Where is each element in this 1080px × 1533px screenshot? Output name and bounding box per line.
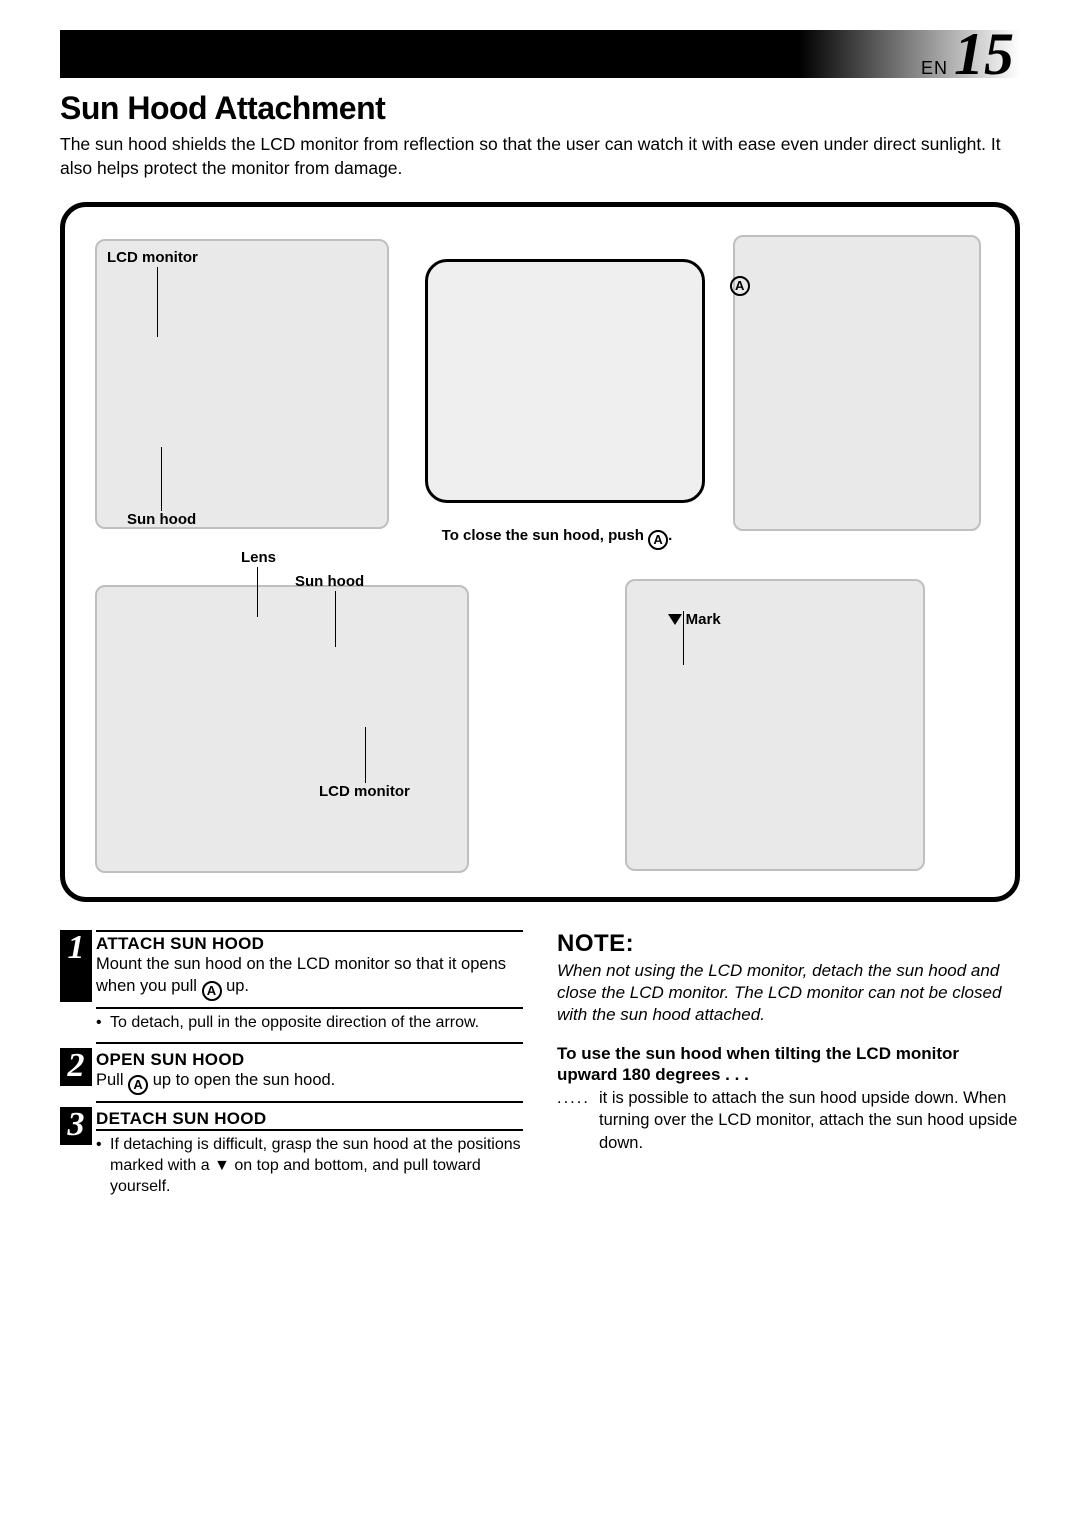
page-number: 15 <box>954 24 1014 84</box>
close-caption-pre: To close the sun hood, push <box>442 527 648 544</box>
step-block: 2 OPEN SUN HOOD Pull A up to open the su… <box>60 1048 523 1103</box>
bullet-dot: • <box>96 1135 110 1197</box>
step-number-badge: 1 <box>60 930 92 1002</box>
steps-column: 1 ATTACH SUN HOOD Mount the sun hood on … <box>60 930 523 1210</box>
illustration-top-middle <box>425 259 705 503</box>
label-lcd-monitor-top: LCD monitor <box>107 249 198 267</box>
step-block: 1 ATTACH SUN HOOD Mount the sun hood on … <box>60 930 523 1044</box>
step-body-post: up. <box>222 977 250 995</box>
circled-a-icon: A <box>648 530 668 550</box>
step-number-badge: 2 <box>60 1048 92 1086</box>
circled-a-icon: A <box>128 1075 148 1095</box>
section-title: Sun Hood Attachment <box>60 90 1020 127</box>
close-caption-post: . <box>668 527 672 544</box>
label-mark-text: Mark <box>686 611 721 628</box>
bullet-row: • If detaching is difficult, grasp the s… <box>96 1135 523 1197</box>
instruction-columns: 1 ATTACH SUN HOOD Mount the sun hood on … <box>60 930 1020 1210</box>
bullet-text: If detaching is difficult, grasp the sun… <box>110 1135 523 1197</box>
label-close-caption: To close the sun hood, push A. <box>425 509 672 568</box>
step-block: 3 DETACH SUN HOOD • If detaching is diff… <box>60 1107 523 1205</box>
label-lens: Lens <box>241 549 276 567</box>
triangle-down-icon <box>668 614 682 625</box>
step-body-post: up to open the sun hood. <box>148 1071 335 1089</box>
step-body: Pull A up to open the sun hood. <box>96 1070 523 1103</box>
note-column: NOTE: When not using the LCD monitor, de… <box>557 930 1020 1210</box>
leader-line <box>161 447 162 511</box>
leader-line <box>157 267 158 337</box>
note-dotted-body: it is possible to attach the sun hood up… <box>599 1087 1020 1154</box>
figure-box: A LCD monitor Sun hood To close the sun … <box>60 202 1020 902</box>
label-sun-hood-left: Sun hood <box>127 511 196 529</box>
leader-line <box>257 567 258 617</box>
bullet-text: To detach, pull in the opposite directio… <box>110 1013 479 1034</box>
note-dotted-row: ..... it is possible to attach the sun h… <box>557 1087 1020 1154</box>
step-number-badge: 3 <box>60 1107 92 1145</box>
circled-a-icon: A <box>730 276 750 296</box>
illustration-bottom-left <box>95 585 469 873</box>
circled-a-icon: A <box>202 981 222 1001</box>
step-body-pre: Pull <box>96 1071 128 1089</box>
step-body-pre: Mount the sun hood on the LCD monitor so… <box>96 955 506 994</box>
note-italic-body: When not using the LCD monitor, detach t… <box>557 960 1020 1026</box>
page-number-group: EN 15 <box>921 24 1014 84</box>
header-bar: EN 15 <box>60 30 1020 78</box>
page-language-code: EN <box>921 58 948 79</box>
bullet-dot: • <box>96 1013 110 1034</box>
step-body: Mount the sun hood on the LCD monitor so… <box>96 954 523 1009</box>
circled-a-marker: A <box>713 255 750 314</box>
illustration-top-left <box>95 239 389 529</box>
leading-dots: ..... <box>557 1087 599 1154</box>
illustration-top-right <box>733 235 981 531</box>
label-lcd-monitor-bottom: LCD monitor <box>319 783 410 801</box>
leader-line <box>335 591 336 647</box>
step-bullets: • To detach, pull in the opposite direct… <box>96 1009 523 1044</box>
intro-text: The sun hood shields the LCD monitor fro… <box>60 133 1020 180</box>
step-title: OPEN SUN HOOD <box>96 1048 523 1070</box>
label-sun-hood-right: Sun hood <box>295 573 364 591</box>
label-mark: Mark <box>651 593 721 647</box>
leader-line <box>365 727 366 783</box>
note-heading: NOTE: <box>557 930 1020 958</box>
step-bullets: • If detaching is difficult, grasp the s… <box>96 1129 523 1205</box>
bullet-row: • To detach, pull in the opposite direct… <box>96 1013 523 1034</box>
leader-line <box>683 611 684 665</box>
note-subheading: To use the sun hood when tilting the LCD… <box>557 1043 1020 1086</box>
step-title: DETACH SUN HOOD <box>96 1107 523 1129</box>
step-title: ATTACH SUN HOOD <box>96 930 523 954</box>
